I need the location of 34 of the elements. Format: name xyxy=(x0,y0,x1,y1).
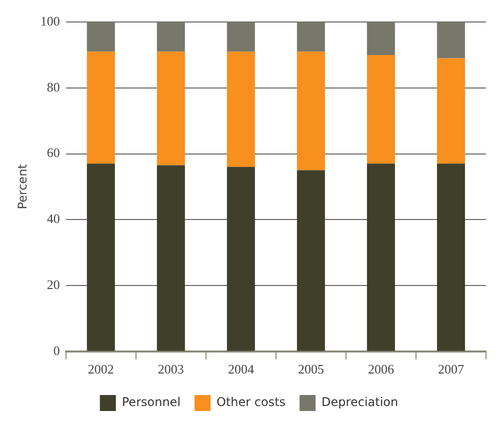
bar xyxy=(296,22,325,52)
x-tick-label: 2005 xyxy=(298,362,324,377)
y-tick-label: 20 xyxy=(46,276,60,292)
legend-label: Personnel xyxy=(122,395,181,410)
x-tick-label: 2006 xyxy=(368,362,394,377)
x-tick-label: 2004 xyxy=(228,362,254,377)
x-tick-label: 2007 xyxy=(438,362,464,377)
bar xyxy=(296,52,325,170)
y-tick-label: 100 xyxy=(40,13,60,28)
legend-label: Depreciation xyxy=(322,395,398,410)
x-tick-label: 2003 xyxy=(158,362,184,377)
bar xyxy=(156,22,185,52)
bar xyxy=(226,166,255,351)
bar xyxy=(86,22,115,52)
bar xyxy=(366,22,395,55)
y-tick-label: 80 xyxy=(46,79,60,94)
bar xyxy=(436,164,465,351)
bar xyxy=(86,164,115,351)
bar xyxy=(226,22,255,52)
bar xyxy=(156,165,185,351)
y-tick-label: 40 xyxy=(46,211,60,226)
x-tick-label: 2002 xyxy=(88,362,114,377)
y-tick-label: 60 xyxy=(46,145,60,160)
bar xyxy=(366,164,395,351)
bar xyxy=(436,22,465,58)
bar xyxy=(366,54,395,164)
bar xyxy=(226,52,255,167)
bar xyxy=(86,52,115,164)
bar xyxy=(156,52,185,166)
y-axis-title: Percent xyxy=(15,164,30,210)
bar xyxy=(296,170,325,351)
bar xyxy=(436,58,465,164)
y-tick-label: 0 xyxy=(53,342,60,358)
legend-label: Other costs xyxy=(216,395,286,410)
